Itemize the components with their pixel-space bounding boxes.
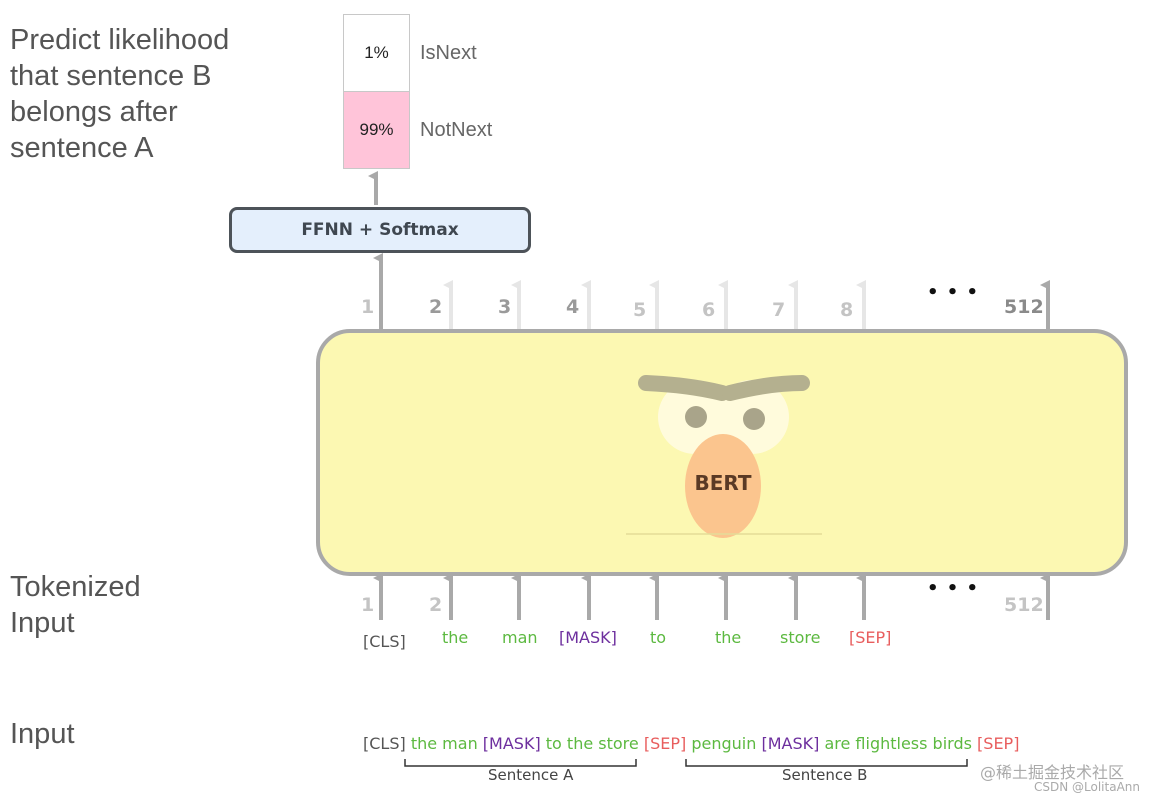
input-are-flightless-birds: are flightless birds: [824, 734, 972, 753]
isnext-label: IsNext: [420, 42, 477, 64]
left-brow: [638, 375, 730, 401]
ellipsis-top: • • •: [927, 282, 980, 303]
input-sequence: [CLS] the man [MASK] to the store [SEP] …: [363, 733, 1019, 755]
right-brow: [722, 375, 810, 401]
ellipsis-bottom: • • •: [927, 578, 980, 599]
token-man: man: [502, 628, 538, 647]
predict-label: Predict likelihood that sentence B belon…: [10, 24, 230, 164]
pos-bottom-2: 2: [429, 594, 443, 616]
notnext-pct: 99%: [359, 120, 394, 139]
input-mask-2: [MASK]: [761, 734, 820, 753]
input-the-man: the man: [410, 734, 478, 753]
token-the-2: the: [715, 628, 742, 647]
pos-top-4: 4: [566, 296, 580, 318]
pos-bottom-1: 1: [361, 594, 375, 616]
notnext-prob-box: 99%: [343, 91, 410, 169]
input-label: Input: [10, 718, 75, 750]
bert-face: [626, 375, 822, 538]
input-mask-1: [MASK]: [482, 734, 541, 753]
ffnn-label: FFNN + Softmax: [301, 220, 459, 240]
token-mask: [MASK]: [559, 628, 617, 647]
tokenized-input-label: Tokenized Input: [10, 571, 141, 639]
watermark-line1: @稀土掘金技术社区: [980, 763, 1125, 782]
input-penguin: penguin: [691, 734, 757, 753]
input-sep-2: [SEP]: [977, 734, 1020, 753]
sentence-b-label: Sentence B: [782, 766, 868, 784]
pos-top-5: 5: [633, 299, 647, 321]
bert-model-box: BERT: [316, 329, 1128, 576]
pos-top-1: 1: [361, 296, 375, 318]
pos-top-512: 512: [1004, 296, 1044, 318]
left-pupil: [685, 406, 707, 428]
input-to-the-store: to the store: [545, 734, 639, 753]
watermark-line2: CSDN @LolitaAnn: [1034, 780, 1140, 794]
ffnn-softmax-box: FFNN + Softmax: [229, 207, 531, 253]
input-sep-1: [SEP]: [643, 734, 687, 753]
input-cls: [CLS]: [363, 734, 406, 753]
pos-top-3: 3: [498, 296, 512, 318]
sentence-a-bracket: [404, 759, 637, 767]
pos-top-6: 6: [702, 299, 716, 321]
sentence-b-bracket: [685, 759, 968, 767]
pos-top-7: 7: [772, 299, 786, 321]
token-sep: [SEP]: [849, 628, 892, 647]
token-cls: [CLS]: [363, 632, 406, 651]
notnext-label: NotNext: [420, 119, 493, 141]
pos-bottom-512: 512: [1004, 594, 1044, 616]
pos-top-2: 2: [429, 296, 443, 318]
sentence-a-label: Sentence A: [488, 766, 574, 784]
token-the-1: the: [442, 628, 469, 647]
pos-top-8: 8: [840, 299, 854, 321]
right-pupil: [743, 408, 765, 430]
token-store: store: [780, 628, 821, 647]
beak: [685, 434, 761, 538]
token-to: to: [650, 628, 667, 647]
isnext-prob-box: 1%: [343, 14, 410, 92]
isnext-pct: 1%: [364, 43, 389, 62]
bert-label: BERT: [694, 471, 752, 495]
